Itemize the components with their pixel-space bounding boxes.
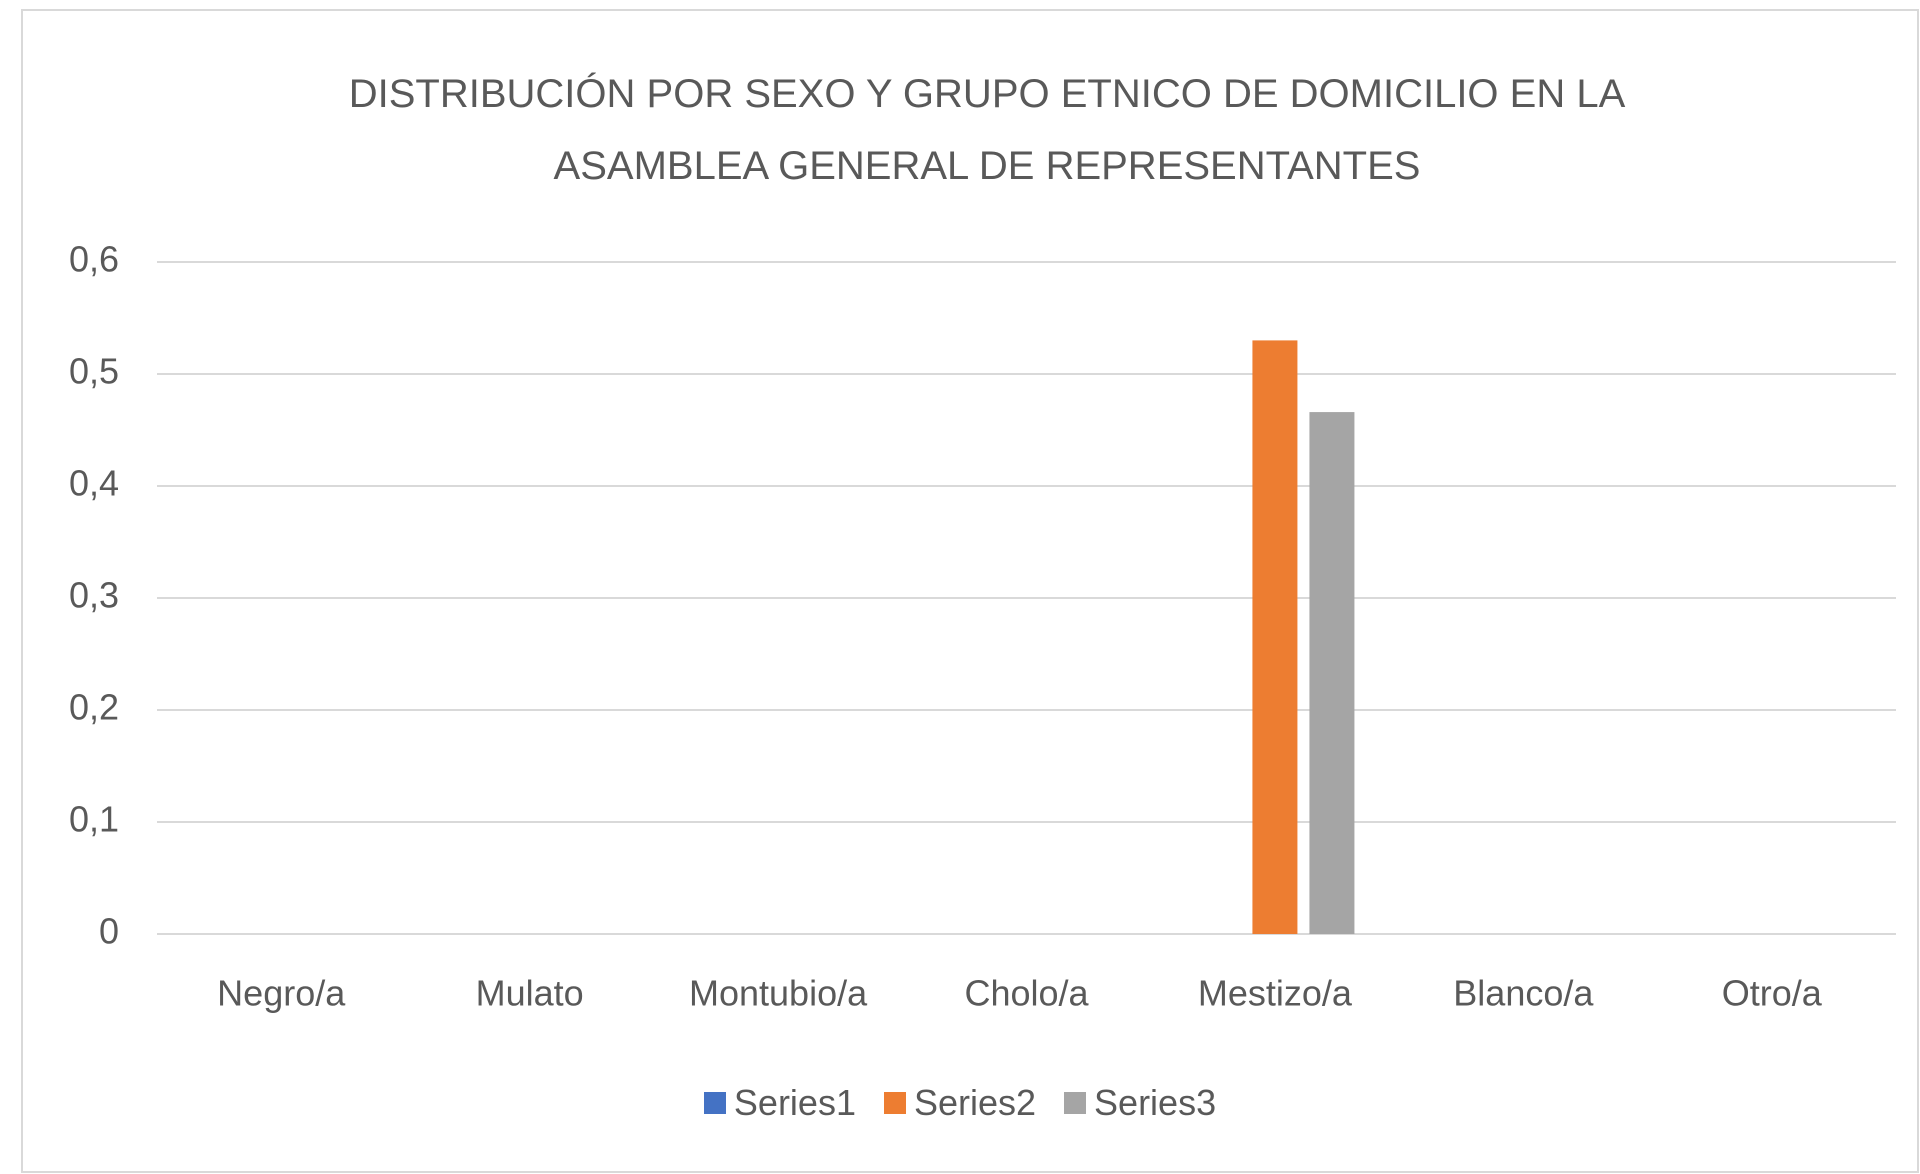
y-tick-label: 0,2 — [69, 687, 119, 728]
legend-label: Series2 — [913, 1082, 1037, 1123]
legend: Series1 Series2 Series3 — [0, 1082, 1920, 1124]
x-tick-label: Cholo/a — [964, 973, 1089, 1014]
x-tick-label: Mulato — [476, 973, 584, 1014]
chart-border — [21, 9, 1919, 1173]
legend-swatch — [1064, 1092, 1087, 1114]
y-tick-label: 0,6 — [69, 239, 119, 280]
y-tick-label: 0,1 — [69, 799, 119, 840]
x-tick-label: Mestizo/a — [1198, 973, 1353, 1014]
legend-swatch — [883, 1092, 906, 1114]
legend-item: Series2 — [883, 1082, 1037, 1124]
y-tick-label: 0,5 — [69, 351, 119, 392]
chart-title: DISTRIBUCIÓN POR SEXO Y GRUPO ETNICO DE … — [348, 72, 1626, 188]
legend-item: Series3 — [1064, 1082, 1216, 1124]
x-tick-label: Negro/a — [217, 973, 346, 1014]
x-tick-label: Blanco/a — [1453, 973, 1594, 1014]
legend-label: Series1 — [733, 1082, 856, 1123]
bar — [1252, 340, 1298, 934]
legend-item: Series1 — [703, 1082, 856, 1124]
x-tick-label: Otro/a — [1722, 973, 1823, 1014]
y-tick-label: 0 — [99, 911, 119, 952]
bar — [1309, 412, 1355, 935]
x-tick-label: Montubio/a — [689, 973, 868, 1014]
y-tick-label: 0,3 — [69, 575, 119, 616]
y-tick-label: 0,4 — [69, 463, 119, 504]
legend-label: Series3 — [1094, 1082, 1217, 1123]
legend-swatch — [703, 1092, 726, 1114]
